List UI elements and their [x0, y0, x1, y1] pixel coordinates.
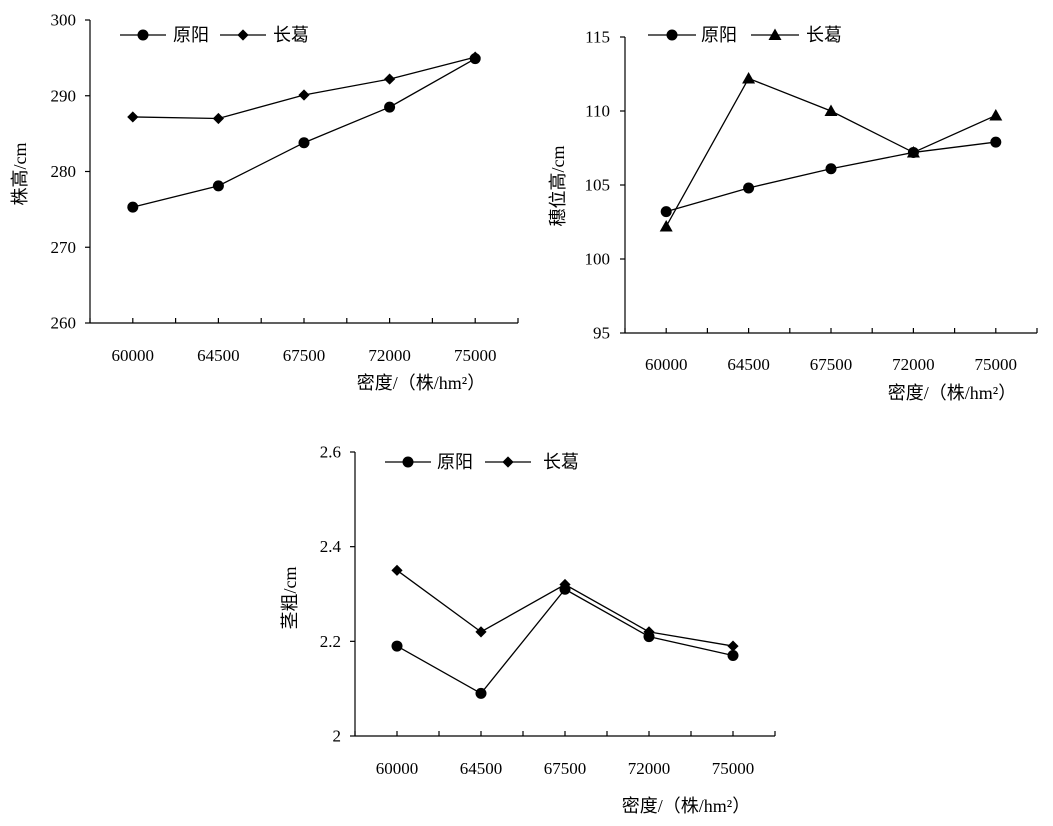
x-tick-label: 60000 — [376, 759, 419, 778]
x-tick-label: 72000 — [368, 346, 411, 365]
y-tick-label: 260 — [51, 314, 77, 333]
series-1-point — [743, 182, 755, 194]
series-2-point — [212, 112, 224, 125]
legend-circle-marker — [137, 29, 149, 41]
y-axis-title: 茎粗/cm — [280, 567, 300, 630]
series-2-point — [391, 564, 403, 576]
legend-label: 原阳 — [701, 25, 737, 45]
legend-circle-marker — [666, 29, 678, 41]
series-1-point — [475, 687, 487, 699]
x-tick-label: 75000 — [454, 346, 497, 365]
series-2-point — [659, 219, 673, 232]
x-tick-label: 72000 — [628, 759, 671, 778]
y-tick-label: 2.4 — [320, 537, 342, 556]
x-axis-title: 密度/（株/hm²） — [888, 383, 1016, 403]
x-tick-label: 75000 — [712, 759, 755, 778]
legend-circle-marker — [402, 456, 414, 468]
series-1-point — [825, 163, 837, 175]
legend-triangle-marker — [768, 28, 782, 40]
series-2-point — [475, 626, 487, 638]
series-1-point — [391, 640, 403, 652]
y-tick-label: 2.2 — [320, 632, 341, 651]
series-1-point — [298, 137, 310, 149]
series-1-point — [660, 206, 672, 218]
x-tick-label: 67500 — [544, 759, 587, 778]
y-tick-label: 115 — [585, 28, 610, 47]
series-2-point — [906, 145, 920, 158]
y-tick-label: 110 — [585, 102, 610, 121]
y-tick-label: 105 — [585, 176, 611, 195]
y-tick-label: 100 — [585, 250, 611, 269]
x-axis-title: 密度/（株/hm²） — [622, 796, 750, 816]
legend-label: 原阳 — [437, 452, 473, 472]
series-2-point — [742, 71, 756, 84]
y-axis-title: 株高/cm — [10, 143, 30, 206]
series-2-point — [127, 111, 139, 123]
series-2-point — [824, 104, 838, 116]
legend-label: 长葛 — [273, 25, 309, 45]
series-2-point — [384, 73, 396, 85]
series-1-point — [127, 201, 139, 213]
series-2-point — [727, 640, 739, 652]
x-tick-label: 64500 — [727, 355, 770, 374]
y-tick-label: 280 — [51, 162, 77, 181]
x-tick-label: 72000 — [892, 355, 935, 374]
x-tick-label: 64500 — [460, 759, 503, 778]
legend-diamond-marker — [502, 456, 514, 468]
y-tick-label: 270 — [51, 238, 77, 257]
legend-diamond-marker — [237, 29, 249, 41]
line-chart-1: 260 270 280 290 300 60000 64500 67500 72000 75000… — [10, 11, 519, 393]
y-tick-label: 2 — [333, 727, 342, 746]
y-tick-label: 300 — [51, 11, 77, 30]
series-2-point — [469, 51, 481, 63]
x-tick-label: 60000 — [112, 346, 155, 365]
series-2-point — [989, 108, 1003, 121]
series-1-point — [384, 101, 396, 113]
line-chart-2: 95 100 105 110 115 60000 64500 67500 72000 75000 原… — [548, 25, 1038, 403]
series-2-point — [643, 626, 655, 638]
y-axis-title: 穗位高/cm — [548, 146, 568, 227]
series-2-point — [298, 89, 310, 101]
x-tick-label: 64500 — [197, 346, 240, 365]
y-tick-label: 290 — [51, 86, 77, 105]
legend-label: 原阳 — [173, 25, 209, 45]
legend-label: 长葛 — [806, 25, 842, 45]
x-tick-label: 75000 — [975, 355, 1018, 374]
legend-label: 长葛 — [543, 452, 579, 472]
series-2-point — [559, 578, 571, 591]
x-axis-title: 密度/（株/hm²） — [357, 373, 485, 393]
y-tick-label: 95 — [593, 324, 610, 343]
x-tick-label: 67500 — [810, 355, 853, 374]
line-chart-3: 2 2.2 2.4 2.6 60000 64500 67500 72000 75000 原阳 长葛茎… — [280, 443, 776, 816]
x-tick-label: 60000 — [645, 355, 688, 374]
series-1-point — [990, 136, 1002, 148]
x-tick-label: 67500 — [283, 346, 326, 365]
y-tick-label: 2.6 — [320, 443, 341, 462]
series-1-point — [212, 180, 224, 192]
series-1-point — [727, 650, 739, 662]
